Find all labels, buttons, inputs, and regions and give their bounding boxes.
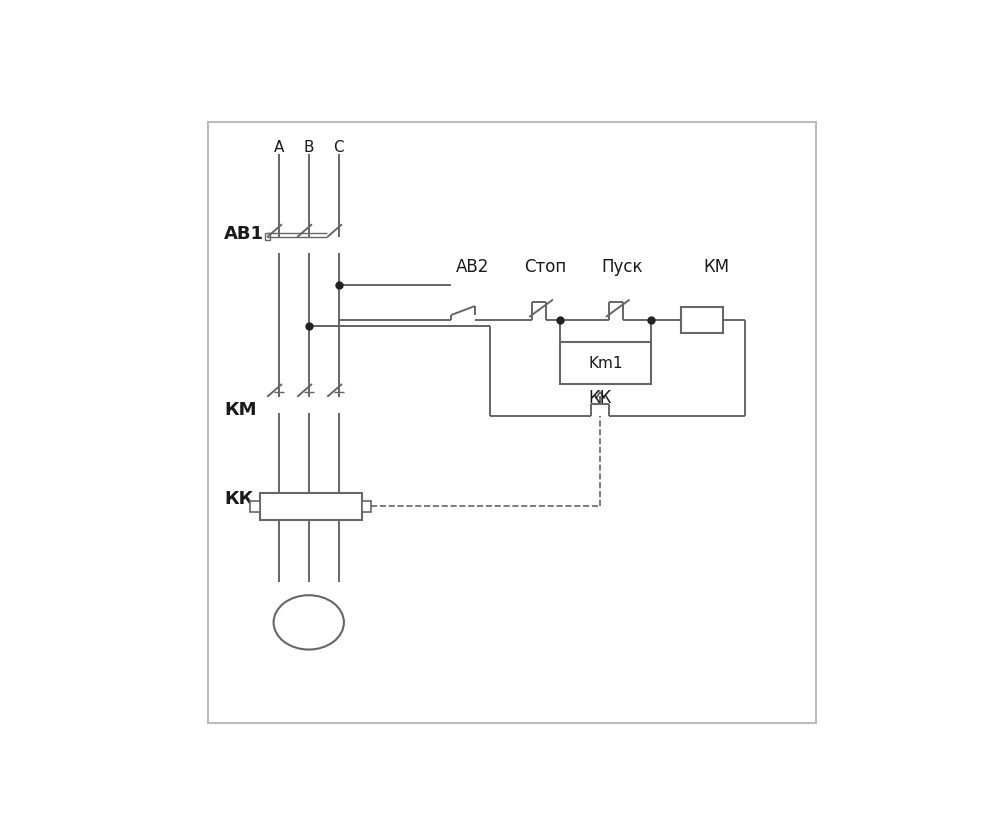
Text: КМ: КМ [225, 401, 257, 418]
Text: КК: КК [588, 389, 612, 407]
Bar [260, 493, 362, 520]
Text: A: A [274, 140, 284, 155]
Bar [265, 233, 271, 240]
Text: C: C [334, 140, 344, 155]
Text: B: B [304, 140, 314, 155]
FancyBboxPatch shape [209, 122, 815, 723]
Text: АВ1: АВ1 [225, 225, 265, 243]
Text: АВ2: АВ2 [456, 258, 490, 276]
Text: Стоп: Стоп [524, 258, 566, 276]
Bar [681, 307, 723, 333]
Ellipse shape [274, 595, 344, 650]
Bar [362, 500, 372, 512]
Text: Пуск: Пуск [601, 258, 642, 276]
Bar [559, 343, 651, 384]
Text: КМ: КМ [703, 258, 729, 276]
Text: Km1: Km1 [588, 356, 622, 371]
Text: КК: КК [225, 490, 254, 508]
Text: Д: Д [299, 613, 319, 632]
Bar [250, 500, 260, 512]
